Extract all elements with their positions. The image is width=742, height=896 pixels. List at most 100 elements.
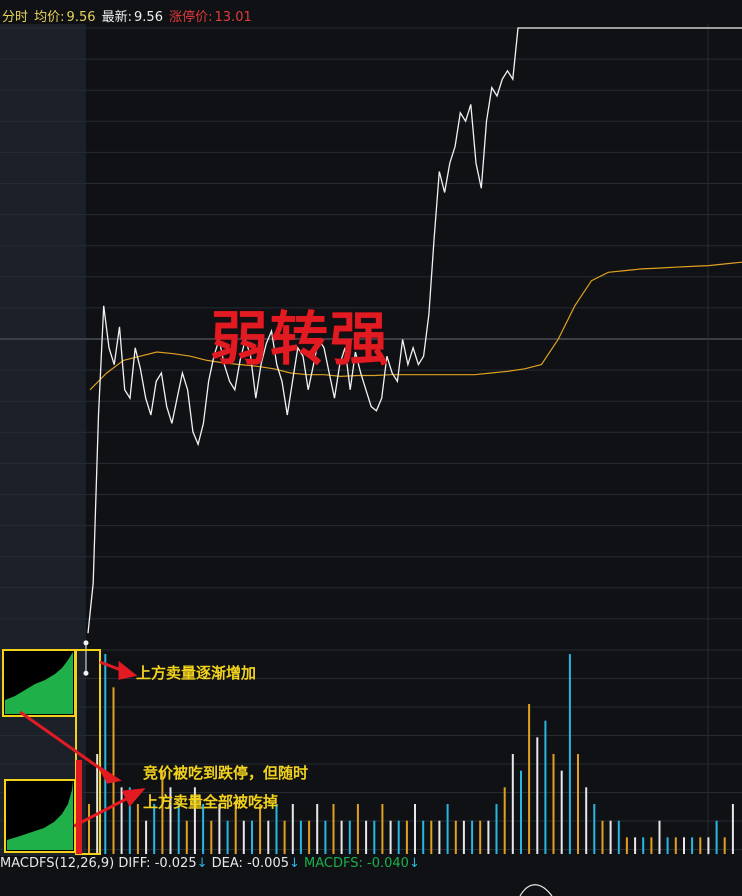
volume-bar <box>536 737 539 854</box>
volume-bar <box>560 770 563 854</box>
latest-price-label: 最新: <box>101 10 133 25</box>
volume-bar <box>251 820 253 854</box>
volume-bar <box>381 804 384 854</box>
volume-bar <box>153 804 156 854</box>
auction-points <box>83 640 89 676</box>
volume-bar <box>161 770 164 854</box>
volume-bar <box>479 820 482 854</box>
volume-bar <box>462 820 465 854</box>
volume-bar <box>348 820 351 854</box>
macd-name: MACDFS(12,26,9) <box>0 856 115 871</box>
volume-bar <box>471 820 474 854</box>
volume-bar <box>601 820 604 854</box>
volume-bar <box>373 820 376 854</box>
volume-bar <box>177 804 180 854</box>
volume-bar <box>112 687 115 854</box>
volume-bar <box>487 820 490 854</box>
volume-bar <box>674 837 677 854</box>
mode-label: 分时 <box>2 10 29 25</box>
volume-bar <box>528 704 531 854</box>
annotation-arrows <box>19 660 146 828</box>
macdfs-value: -0.040 <box>367 856 409 871</box>
volume-bar <box>291 804 294 854</box>
volume-bar <box>691 837 694 854</box>
volume-bar <box>145 820 148 854</box>
annotation-auction-limit-down: 竞价被吃到跌停，但随时 <box>143 764 309 782</box>
inset-sell-volume-bottom <box>4 779 76 853</box>
volume-bar <box>389 820 392 854</box>
volume-bar <box>218 804 221 854</box>
volume-bar <box>446 804 449 854</box>
volume-bar <box>642 837 645 854</box>
macd-status-bar: MACDFS(12,26,9) DIFF: -0.025↓ DEA: -0.00… <box>0 856 742 878</box>
volume-bar <box>731 804 734 854</box>
volume-bar <box>308 820 311 854</box>
volume-bar <box>340 820 343 854</box>
inset-sell-volume-top <box>2 649 76 717</box>
premarket-shade <box>0 24 86 856</box>
volume-bar <box>430 820 433 854</box>
volume-bar <box>234 804 237 854</box>
limit-up-value: 13.01 <box>214 10 252 25</box>
macdfs-label: MACDFS: <box>304 856 363 871</box>
volume-bar <box>136 804 139 854</box>
volume-bar <box>617 820 620 854</box>
diff-label: DIFF: <box>118 856 151 871</box>
volume-bar <box>283 820 286 854</box>
volume-bar <box>650 837 653 854</box>
volume-bars <box>88 654 734 854</box>
volume-bar <box>503 787 506 854</box>
price-line <box>87 27 742 634</box>
volume-bar <box>715 820 718 854</box>
volume-bar <box>438 820 441 854</box>
macd-curve <box>519 884 553 896</box>
diff-arrow-icon: ↓ <box>196 856 208 871</box>
limit-up-label: 涨停价: <box>169 10 213 25</box>
latest-price-value: 9.56 <box>134 10 163 25</box>
volume-bar <box>723 837 726 854</box>
avg-price-value: 9.56 <box>66 10 96 25</box>
volume-bar <box>593 804 596 854</box>
volume-bar <box>324 820 327 854</box>
volume-bar <box>267 820 270 854</box>
volume-bar <box>185 820 188 854</box>
auction-red-marker <box>76 760 82 854</box>
volume-bar <box>495 804 498 854</box>
chart-header: 分时 均价: 9.56 最新: 9.56 涨停价: 13.01 <box>2 6 254 25</box>
volume-bar <box>275 804 278 854</box>
volume-bar <box>625 837 628 854</box>
volume-bar <box>316 804 319 854</box>
overlay-title: 弱转强 <box>210 305 391 373</box>
volume-bar <box>699 837 702 854</box>
volume-bar <box>169 787 172 854</box>
volume-bar <box>585 787 588 854</box>
volume-bar <box>202 804 205 854</box>
volume-bar <box>577 754 579 854</box>
volume-bar <box>259 804 262 854</box>
volume-bar <box>552 754 555 854</box>
volume-bar <box>104 654 107 854</box>
volume-bar <box>120 787 123 854</box>
volume-bar <box>88 804 90 854</box>
volume-bar <box>405 820 408 854</box>
dea-value: -0.005 <box>247 856 289 871</box>
volume-bar <box>658 820 661 854</box>
volume-bar <box>454 820 457 854</box>
volume-bar <box>226 820 229 854</box>
annotation-sell-all-eaten: 上方卖量全部被吃掉 <box>143 793 279 811</box>
volume-bar <box>193 787 196 854</box>
volume-bar <box>365 820 368 854</box>
volume-bar <box>128 787 131 854</box>
volume-bar <box>332 804 335 854</box>
volume-bar <box>634 837 637 854</box>
diff-value: -0.025 <box>154 856 197 871</box>
volume-bar <box>299 820 302 854</box>
volume-bar <box>422 820 425 854</box>
volume-bar <box>210 820 213 854</box>
volume-bar <box>544 720 547 854</box>
avg-price-label: 均价: <box>34 10 65 25</box>
average-price-line <box>89 261 742 391</box>
volume-bar <box>356 804 359 854</box>
